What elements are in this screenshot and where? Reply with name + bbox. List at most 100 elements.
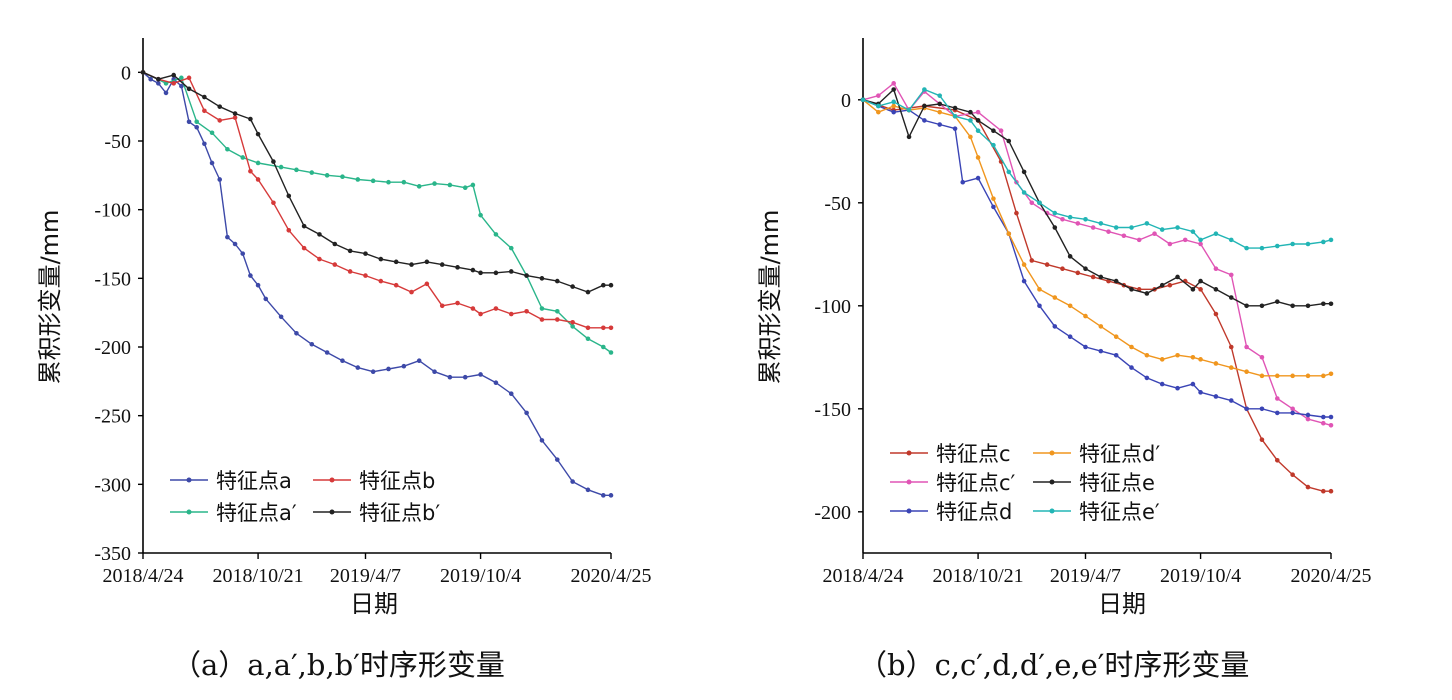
- data-point: [1083, 313, 1088, 319]
- data-point: [248, 116, 253, 122]
- data-point: [1274, 243, 1280, 249]
- y-tick-label: -250: [94, 406, 131, 428]
- series-line: [862, 88, 1332, 249]
- data-point: [1198, 237, 1203, 243]
- data-point: [524, 410, 529, 416]
- data-point: [1144, 375, 1150, 381]
- data-point: [156, 81, 161, 86]
- data-point: [202, 141, 207, 147]
- data-point: [1159, 227, 1165, 232]
- legend-marker: [1049, 508, 1055, 514]
- data-point: [1190, 355, 1196, 360]
- data-point: [194, 119, 200, 125]
- data-point: [1090, 274, 1096, 280]
- data-point: [1190, 381, 1196, 387]
- data-point: [1213, 361, 1219, 366]
- data-point: [1129, 225, 1134, 230]
- data-point: [202, 108, 207, 114]
- data-point: [1321, 488, 1326, 494]
- x-tick-label: 2019/4/7: [330, 565, 401, 587]
- y-tick-label: -200: [94, 337, 131, 359]
- legend-marker: [906, 450, 912, 456]
- data-point: [1213, 311, 1219, 317]
- data-point: [554, 278, 560, 284]
- data-point: [478, 212, 483, 218]
- data-point: [225, 234, 230, 240]
- series-line: [862, 88, 1331, 307]
- data-point: [906, 107, 912, 113]
- data-point: [975, 175, 981, 181]
- data-point: [1014, 210, 1019, 216]
- legend-marker: [906, 508, 912, 514]
- data-point: [171, 72, 176, 78]
- data-point: [1175, 274, 1180, 280]
- data-point: [554, 308, 560, 314]
- data-point: [570, 479, 575, 484]
- data-point: [539, 306, 545, 311]
- x-tick-label: 2018/4/24: [102, 565, 183, 587]
- data-point: [470, 267, 476, 273]
- data-point: [447, 374, 453, 380]
- legend-marker: [329, 477, 335, 483]
- data-point: [998, 128, 1004, 133]
- data-point: [1159, 381, 1165, 387]
- data-point: [1113, 352, 1119, 358]
- y-tick-label: 0: [841, 90, 851, 112]
- series-line: [862, 99, 1331, 492]
- data-point: [186, 86, 192, 92]
- data-point: [416, 184, 422, 189]
- data-point: [1144, 291, 1150, 296]
- data-point: [217, 104, 223, 109]
- data-point: [508, 311, 514, 317]
- data-point: [937, 109, 943, 115]
- data-point: [1098, 348, 1104, 354]
- data-point: [1198, 287, 1203, 292]
- data-point: [386, 179, 391, 185]
- y-tick-label: -150: [814, 399, 851, 421]
- data-point: [1175, 352, 1180, 358]
- data-point: [1321, 301, 1326, 307]
- data-point: [1067, 254, 1073, 259]
- data-point: [232, 241, 238, 247]
- y-tick-label: -50: [824, 193, 851, 215]
- data-point: [462, 185, 468, 190]
- data-point: [922, 118, 927, 123]
- data-point: [891, 103, 896, 109]
- data-point: [424, 281, 430, 287]
- data-point: [232, 115, 238, 120]
- data-point: [1144, 221, 1150, 226]
- y-tick-label: -200: [814, 502, 851, 524]
- data-point: [585, 487, 591, 493]
- data-point: [294, 167, 299, 173]
- data-point: [1113, 334, 1119, 340]
- data-point: [1228, 237, 1234, 243]
- y-tick-label: -150: [94, 268, 131, 290]
- series-line: [142, 71, 611, 329]
- data-point: [186, 75, 192, 81]
- data-point: [1321, 239, 1326, 245]
- x-tick-label: 2019/4/7: [1050, 565, 1121, 587]
- data-point: [601, 344, 606, 350]
- data-point: [1190, 287, 1196, 292]
- data-point: [301, 223, 307, 229]
- data-point: [524, 308, 529, 314]
- y-tick-label: -100: [94, 200, 131, 222]
- data-point: [209, 160, 215, 166]
- data-point: [1244, 245, 1249, 251]
- x-tick-label: 2018/10/21: [213, 565, 304, 587]
- data-point: [1213, 394, 1219, 399]
- data-point: [1037, 287, 1042, 292]
- data-point: [891, 87, 896, 92]
- data-point: [570, 319, 575, 325]
- data-point: [906, 134, 912, 140]
- data-point: [1006, 169, 1012, 175]
- data-point: [960, 179, 966, 185]
- data-point: [370, 178, 376, 184]
- data-point: [1129, 287, 1134, 292]
- data-point: [209, 130, 215, 136]
- data-point: [1090, 225, 1096, 230]
- data-point: [1029, 258, 1035, 263]
- data-point: [968, 109, 973, 115]
- data-point: [1328, 488, 1334, 494]
